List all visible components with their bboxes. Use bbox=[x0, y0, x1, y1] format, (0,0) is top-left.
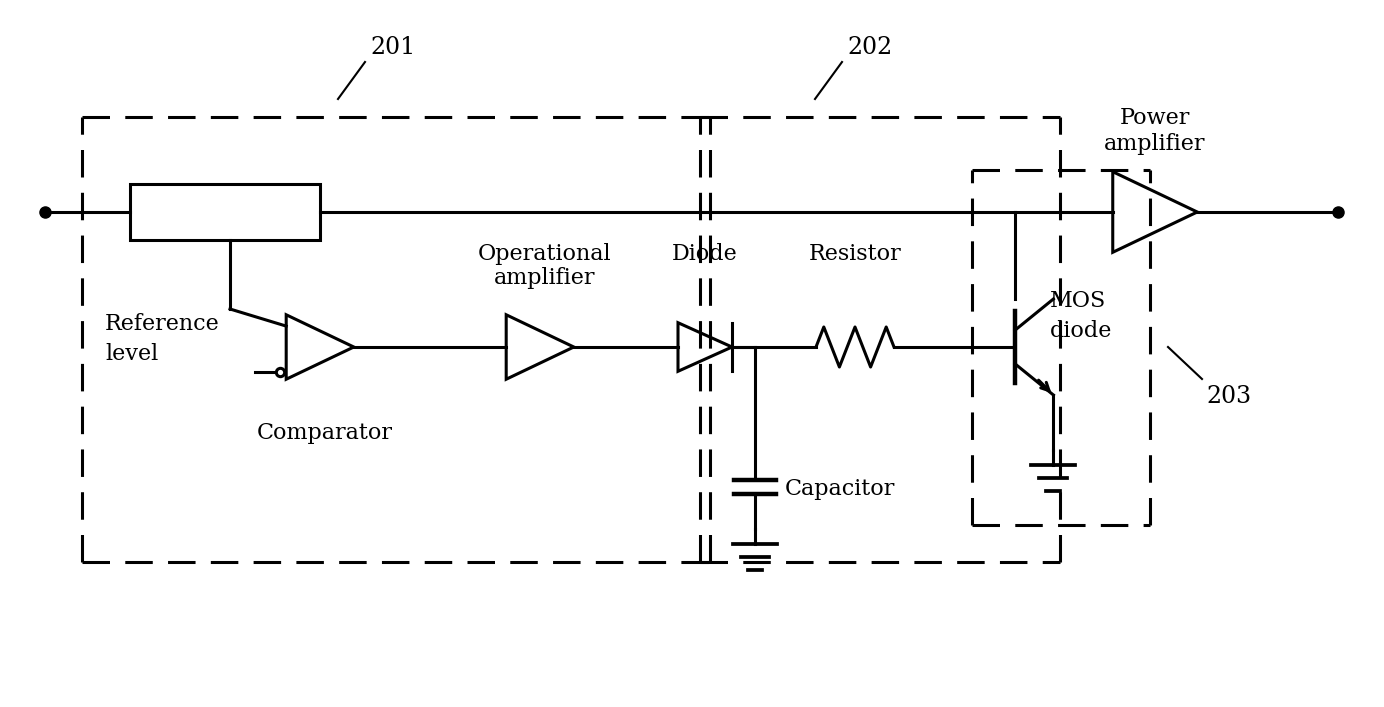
Text: Comparator: Comparator bbox=[257, 422, 393, 444]
Text: amplifier: amplifier bbox=[1104, 133, 1205, 155]
Text: amplifier: amplifier bbox=[494, 267, 595, 289]
Text: Power: Power bbox=[1120, 107, 1190, 129]
Text: Capacitor: Capacitor bbox=[785, 478, 895, 500]
Text: 201: 201 bbox=[370, 36, 415, 59]
Text: 202: 202 bbox=[847, 36, 893, 59]
Text: Diode: Diode bbox=[673, 243, 738, 265]
Text: diode: diode bbox=[1050, 320, 1113, 342]
Text: Operational: Operational bbox=[479, 243, 612, 265]
Text: MOS: MOS bbox=[1050, 290, 1106, 312]
Text: Resistor: Resistor bbox=[808, 243, 901, 265]
Text: level: level bbox=[105, 343, 158, 365]
Text: Reference: Reference bbox=[105, 313, 220, 335]
Bar bbox=[130, 184, 320, 240]
Text: 203: 203 bbox=[1205, 385, 1251, 408]
